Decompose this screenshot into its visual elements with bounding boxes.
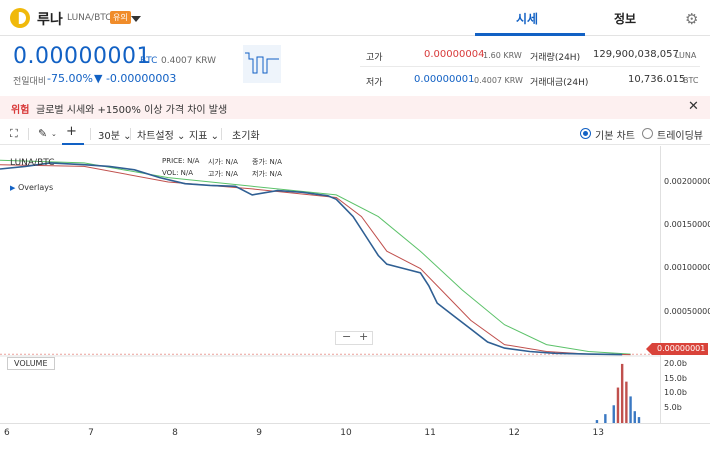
zoom-out-button[interactable]: − [342,330,352,343]
y-tick-label: 0.00100000 [664,263,710,273]
high-value: 0.00000004 [424,49,485,60]
toolbar-divider [90,128,91,140]
price-chart[interactable] [0,146,660,423]
volume-tick-label: 20.0b [664,358,687,368]
x-tick-label: 6 [4,428,10,438]
volume-bar [616,387,620,423]
coin-pair: LUNA/BTC [67,13,112,23]
x-tick-label: 10 [340,428,352,438]
risk-alert-bar: 위험 글로벌 시세와 +1500% 이상 가격 차이 발생 ✕ [0,96,710,119]
y-tick-label: 0.00200000 [664,176,710,186]
change-percent: -75.00% [47,72,93,85]
mini-chart-line [245,52,279,74]
crosshair-icon[interactable]: + [66,124,77,139]
volume-tick-label: 15.0b [664,373,687,383]
chevron-down-icon[interactable]: ⌄ [51,130,57,138]
volume-bar [633,411,636,423]
y-axis [660,146,710,423]
luna-logo-icon [10,8,30,28]
alert-tag: 위험 [11,105,30,116]
price-krw: 0.4007 KRW [161,56,217,66]
volume-pane-label: VOLUME [7,357,55,370]
overlays-toggle[interactable]: ▶ Overlays [10,183,54,192]
low-label: 저가 [366,78,383,88]
coin-name[interactable]: 루나 [37,12,63,28]
x-tick-label: 12 [508,428,520,438]
volume-bar [625,381,628,423]
volume-bar [629,396,632,423]
tradingview-label[interactable]: 트레이딩뷰 [657,131,703,142]
y-tick-label: 0.00150000 [664,220,710,230]
ohlc-price: PRICE: N/A [162,157,200,165]
ma-long-line [0,159,631,355]
volume-bar [595,420,599,423]
change-label: 전일대비 [13,77,47,87]
reset-button[interactable]: 초기화 [232,131,260,142]
toolbar-divider [221,128,222,140]
volume-unit: LUNA [675,51,697,60]
chart-settings-menu[interactable]: 차트설정 ⌄ [137,131,186,142]
basic-chart-radio[interactable] [580,128,591,139]
tab-quote[interactable]: 시세 [516,12,539,26]
low-krw: 0.4007 KRW [474,76,523,85]
high-label: 고가 [366,53,383,63]
high-krw: 1.60 KRW [483,51,522,60]
volume-tick-label: 5.0b [664,403,682,413]
current-price: 0.00000001 [13,44,151,69]
volume-bar [612,405,615,423]
mini-price-chart [243,45,281,83]
x-axis-line [0,423,710,424]
volume-bar [604,414,607,423]
basic-chart-label[interactable]: 기본 차트 [595,131,635,142]
ohlc-low: 저가: N/A [252,170,282,178]
chart-pair-label: LUNA/BTC [10,158,55,168]
active-tool-indicator [62,143,84,145]
volume-bar [637,417,641,423]
volume-bar [620,363,624,423]
ohlc-volume: VOL: N/A [162,169,194,177]
toolbar-divider [28,128,29,140]
chart-toolbar: ⛶ ✎ ⌄ + 30분 ⌄ 차트설정 ⌄ 지표 ⌄ 초기화 기본 차트 트레이딩… [0,123,710,145]
zoom-controls: − + [335,330,373,345]
amount-label: 거래대금(24H) [530,78,589,88]
price-unit: BTC [140,56,158,66]
ohlc-high: 고가: N/A [208,170,238,178]
change-amount: ▼ -0.00000003 [94,72,177,85]
x-tick-label: 11 [424,428,436,438]
toolbar-divider [130,128,131,140]
x-tick-label: 9 [256,428,262,438]
x-tick-label: 7 [88,428,94,438]
y-tick-label: 0.00050000 [664,306,710,316]
indicators-menu[interactable]: 지표 ⌄ [189,131,219,142]
x-tick-label: 8 [172,428,178,438]
amount-value: 10,736.015 [628,74,686,85]
volume-value: 129,900,038,057 [593,49,679,60]
tradingview-radio[interactable] [642,128,653,139]
x-tick-label: 13 [592,428,604,438]
active-tab-indicator [475,33,585,36]
tab-info[interactable]: 정보 [614,12,637,26]
ohlc-close: 종가: N/A [252,158,282,166]
current-price-tag: 0.00000001 [646,343,708,355]
volume-tick-label: 10.0b [664,388,687,398]
gear-icon[interactable]: ⚙ [685,10,699,28]
close-icon[interactable]: ✕ [688,99,699,114]
alert-message: 글로벌 시세와 +1500% 이상 가격 차이 발생 [36,105,228,116]
ohlc-open: 시가: N/A [208,158,238,166]
price-series-line [0,162,623,356]
caution-badge: 유의 [110,11,131,24]
interval-select[interactable]: 30분 ⌄ [98,131,132,142]
fullscreen-icon[interactable]: ⛶ [10,127,18,140]
top-bar: 루나 LUNA/BTC 유의 시세 정보 ⚙ [0,0,710,36]
low-value: 0.00000001 [414,74,475,85]
volume-label: 거래량(24H) [530,53,581,63]
stats-divider [360,66,700,67]
pencil-icon[interactable]: ✎ [38,127,48,140]
coin-dropdown-icon[interactable] [131,16,141,22]
amount-unit: BTC [683,76,699,85]
zoom-in-button[interactable]: + [359,330,369,343]
